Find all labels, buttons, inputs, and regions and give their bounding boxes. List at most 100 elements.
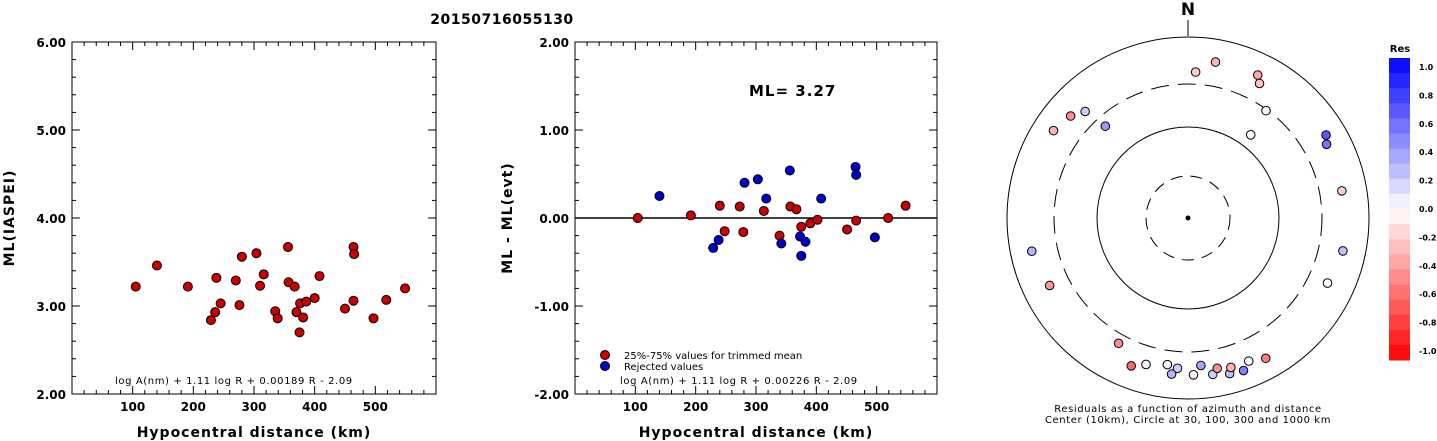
color-scale-cell <box>1389 224 1410 240</box>
middle-data-points <box>632 161 911 261</box>
ml-annotation: ML= 3.27 <box>749 82 836 100</box>
left-data-point <box>309 293 320 304</box>
left-equation: log A(nm) + 1.11 log R + 0.00189 R - 2.0… <box>115 376 353 387</box>
left-y-tick-label: 6.00 <box>36 36 66 50</box>
middle-x-tick-label: 500 <box>864 400 889 414</box>
legend-label-trimmed-mean: 25%-75% values for trimmed mean <box>624 351 802 362</box>
color-scale-cell <box>1389 133 1410 150</box>
station-point <box>1337 186 1347 196</box>
left-data-point <box>282 242 293 253</box>
left-data-point <box>234 300 245 311</box>
middle-data-point <box>654 191 665 201</box>
color-scale-cell <box>1389 314 1410 331</box>
left-x-tick-label: 200 <box>181 400 206 414</box>
middle-x-tick-label: 400 <box>804 400 829 414</box>
middle-legend: 25%-75% values for trimmed mean Rejected… <box>600 350 802 373</box>
left-data-point <box>215 298 226 309</box>
color-scale-label: 0.6 <box>1419 120 1434 129</box>
left-y-axis-label: ML(IASPEI) <box>2 170 18 267</box>
left-y-tick-label: 4.00 <box>36 212 66 226</box>
station-point <box>1113 338 1124 349</box>
middle-equation: log A(nm) + 1.11 log R + 0.00226 R - 2.0… <box>620 376 858 387</box>
map-caption-line1: Residuals as a function of azimuth and d… <box>1054 404 1322 415</box>
middle-data-point <box>761 193 772 204</box>
middle-data-point <box>796 221 807 232</box>
legend-label-rejected: Rejected values <box>624 362 703 373</box>
residual-color-legend: Res 1.0 0.8 0.6 0.4 0.2 0.0 -0.2 -0.4 -0.6 -0.8 -1… <box>1389 44 1437 361</box>
middle-x-axis-label: Hypocentral distance (km) <box>639 425 874 441</box>
map-caption-line2: Center (10km), Circle at 30, 100, 300 an… <box>1045 415 1331 426</box>
color-scale-cell <box>1389 209 1410 225</box>
middle-data-point <box>883 213 894 223</box>
color-scale-cell <box>1389 344 1410 361</box>
middle-data-point <box>708 242 719 253</box>
middle-data-point <box>776 238 787 249</box>
middle-data-point <box>851 215 862 226</box>
middle-axis-ticks: 100 200 300 400 500 -2.00 -1.00 0.00 1.00 2.00 <box>534 36 937 414</box>
color-scale-cell <box>1389 178 1410 195</box>
figure-title: 20150716055130 <box>430 12 573 28</box>
station-point <box>1196 360 1206 371</box>
left-data-point <box>236 251 247 262</box>
left-axis-ticks: 100 200 300 400 500 2.00 3.00 4.00 5.00 6.00 <box>36 36 436 414</box>
left-data-point <box>251 248 262 259</box>
color-scale-label: 0.2 <box>1419 177 1433 186</box>
middle-x-tick-label: 100 <box>623 400 648 414</box>
left-data-point <box>381 294 392 305</box>
left-data-point <box>314 271 325 282</box>
left-y-tick-label: 5.00 <box>36 124 66 138</box>
color-scale-cell <box>1389 73 1410 89</box>
station-point <box>1321 130 1331 140</box>
middle-data-point <box>758 205 769 216</box>
left-data-point <box>211 272 222 283</box>
epicenter-dot <box>1185 215 1191 221</box>
color-scale-label: -0.2 <box>1419 233 1437 242</box>
station-point <box>1100 121 1111 131</box>
station-point <box>1210 57 1221 67</box>
station-point <box>1026 246 1037 257</box>
legend-marker-trimmed-mean <box>600 350 610 360</box>
station-point <box>1080 106 1090 117</box>
left-data-point <box>294 327 305 338</box>
middle-data-point <box>739 177 750 188</box>
color-scale-cell <box>1389 239 1410 255</box>
left-data-point <box>210 307 221 318</box>
color-scale-cell <box>1389 163 1410 180</box>
left-data-point <box>130 281 141 292</box>
color-scale-cell <box>1389 329 1410 346</box>
station-point <box>1261 105 1271 116</box>
circle-100km <box>1096 126 1280 310</box>
color-scale-cell <box>1389 193 1410 210</box>
middle-data-point <box>734 201 745 212</box>
color-scale-cell <box>1389 299 1410 316</box>
station-point <box>1322 278 1333 288</box>
middle-data-point <box>791 204 802 215</box>
station-point <box>1338 246 1348 256</box>
station-point <box>1162 359 1173 370</box>
middle-data-point <box>851 169 862 180</box>
circle-300km <box>1053 83 1323 353</box>
left-y-tick-label: 2.00 <box>36 388 66 402</box>
station-point <box>1245 130 1256 140</box>
color-scale-cell <box>1389 58 1410 74</box>
station-point <box>1044 280 1055 291</box>
color-scale-label: -0.4 <box>1419 262 1437 271</box>
middle-data-point <box>796 250 807 261</box>
left-data-point <box>368 313 379 324</box>
station-point <box>1226 362 1236 373</box>
left-data-point <box>349 249 360 260</box>
left-x-axis-label: Hypocentral distance (km) <box>137 425 372 441</box>
middle-data-point <box>800 236 811 247</box>
left-data-point <box>298 312 309 323</box>
left-data-point <box>182 281 193 292</box>
circle-1000km <box>1006 36 1370 400</box>
color-scale-label: -0.8 <box>1419 319 1437 328</box>
station-point <box>1254 78 1265 89</box>
middle-data-point <box>738 227 749 238</box>
middle-y-tick-label: 1.00 <box>539 124 569 138</box>
middle-data-point <box>869 232 880 243</box>
left-plot-frame <box>71 41 437 395</box>
left-data-points <box>130 242 411 338</box>
color-scale-cell <box>1389 269 1410 285</box>
color-scale-cell <box>1389 88 1410 104</box>
